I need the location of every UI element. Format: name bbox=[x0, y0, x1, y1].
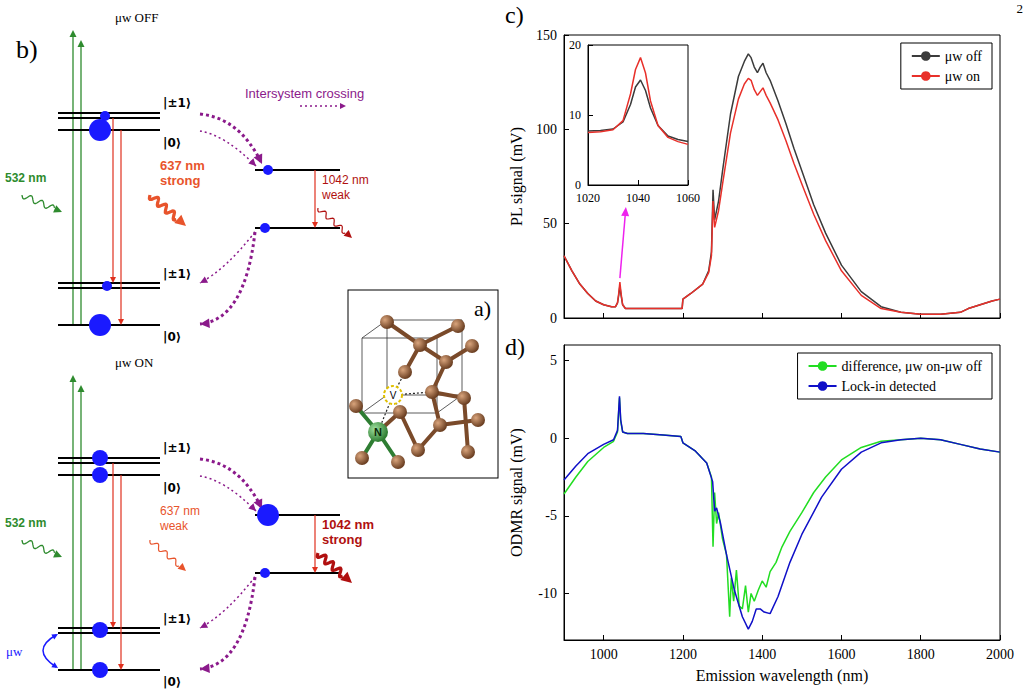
svg-text:b): b) bbox=[16, 35, 38, 64]
svg-text:PL signal (mV): PL signal (mV) bbox=[508, 127, 526, 226]
svg-text:532 nm: 532 nm bbox=[5, 516, 46, 530]
svg-text:weak: weak bbox=[159, 519, 189, 533]
svg-text:150: 150 bbox=[536, 28, 557, 43]
html-text:2: 2 bbox=[1016, 1, 1023, 16]
svg-text:0: 0 bbox=[550, 431, 557, 446]
svg-text:0: 0 bbox=[575, 178, 581, 192]
svg-text:|±1⟩: |±1⟩ bbox=[163, 612, 191, 626]
svg-text:5: 5 bbox=[550, 353, 557, 368]
svg-text:μw OFF: μw OFF bbox=[115, 10, 158, 25]
svg-text:|0⟩: |0⟩ bbox=[163, 675, 181, 689]
svg-text:1600: 1600 bbox=[827, 647, 855, 662]
svg-text:μw on: μw on bbox=[945, 69, 980, 84]
svg-text:Emission wavelength (nm): Emission wavelength (nm) bbox=[696, 667, 868, 685]
svg-text:weak: weak bbox=[321, 188, 351, 202]
svg-text:Intersystem crossing: Intersystem crossing bbox=[245, 86, 364, 101]
svg-text:|0⟩: |0⟩ bbox=[163, 330, 181, 344]
svg-text:1042 nm: 1042 nm bbox=[322, 517, 374, 532]
svg-text:1040: 1040 bbox=[626, 191, 650, 205]
svg-text:|±1⟩: |±1⟩ bbox=[163, 441, 191, 455]
svg-text:-5: -5 bbox=[545, 508, 557, 523]
svg-text:1000: 1000 bbox=[590, 647, 618, 662]
svg-text:0: 0 bbox=[550, 311, 557, 326]
svg-text:2000: 2000 bbox=[986, 647, 1014, 662]
svg-text:1400: 1400 bbox=[748, 647, 776, 662]
svg-text:Lock-in detected: Lock-in detected bbox=[842, 379, 936, 394]
svg-text:a): a) bbox=[474, 296, 491, 321]
html-text:c): c) bbox=[505, 2, 524, 28]
svg-text:N: N bbox=[374, 426, 382, 438]
svg-text:1020: 1020 bbox=[576, 191, 600, 205]
svg-text:637 nm: 637 nm bbox=[160, 158, 205, 173]
svg-text:1060: 1060 bbox=[676, 191, 700, 205]
svg-text:|±1⟩: |±1⟩ bbox=[163, 267, 191, 281]
svg-text:μw off: μw off bbox=[945, 49, 983, 64]
svg-text:20: 20 bbox=[569, 38, 581, 52]
svg-text:ODMR signal (mV): ODMR signal (mV) bbox=[508, 428, 526, 557]
svg-text:100: 100 bbox=[536, 122, 557, 137]
svg-text:difference, μw on-μw off: difference, μw on-μw off bbox=[842, 359, 983, 374]
svg-text:V: V bbox=[390, 390, 397, 401]
svg-text:strong: strong bbox=[160, 173, 201, 188]
svg-text:532 nm: 532 nm bbox=[5, 171, 46, 185]
svg-text:1042 nm: 1042 nm bbox=[322, 173, 369, 187]
svg-text:|0⟩: |0⟩ bbox=[163, 481, 181, 495]
svg-text:1800: 1800 bbox=[907, 647, 935, 662]
svg-text:μw ON: μw ON bbox=[115, 355, 154, 370]
svg-text:50: 50 bbox=[543, 216, 557, 231]
html-text:d): d) bbox=[505, 334, 525, 360]
svg-text:μw: μw bbox=[6, 644, 23, 659]
svg-text:-10: -10 bbox=[538, 586, 557, 601]
svg-text:|±1⟩: |±1⟩ bbox=[163, 96, 191, 110]
svg-text:|0⟩: |0⟩ bbox=[163, 136, 181, 150]
svg-text:10: 10 bbox=[569, 108, 581, 122]
svg-text:1200: 1200 bbox=[669, 647, 697, 662]
svg-text:637 nm: 637 nm bbox=[160, 504, 200, 518]
svg-text:strong: strong bbox=[322, 532, 363, 547]
